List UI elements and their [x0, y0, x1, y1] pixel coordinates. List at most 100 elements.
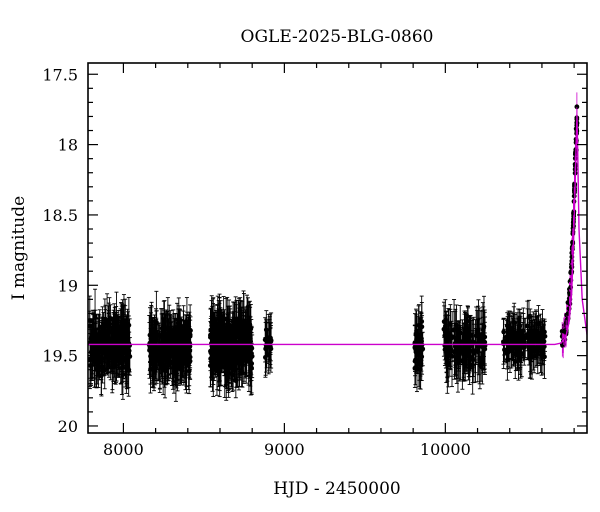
data-point [540, 351, 546, 356]
data-point [148, 366, 153, 372]
data-point [542, 333, 548, 339]
data-point [241, 345, 247, 350]
data-point [522, 344, 527, 350]
data-point [102, 350, 107, 356]
data-point [464, 344, 469, 350]
data-point [125, 335, 131, 341]
data-point [88, 363, 93, 368]
data-point [246, 346, 252, 352]
data-point [216, 337, 222, 343]
data-point [530, 342, 536, 348]
data-point [214, 357, 220, 363]
data-point [412, 365, 418, 371]
data-point [180, 338, 186, 344]
y-tick-label: 18.5 [42, 206, 78, 225]
data-point [478, 364, 484, 370]
data-point [262, 354, 268, 360]
data-point [226, 365, 232, 371]
data-point [239, 331, 245, 337]
data-point [156, 349, 162, 354]
data-point [515, 348, 520, 354]
data-point [165, 359, 171, 365]
y-tick-label: 19.5 [42, 347, 78, 366]
data-point [453, 355, 459, 361]
plot-area [88, 92, 587, 402]
data-point [124, 353, 130, 358]
data-point [154, 356, 160, 362]
data-point [168, 338, 174, 344]
axis-ticks: 8000 9000 10000 17.5 18 18.5 19 19.5 20 [42, 63, 587, 459]
data-point [104, 318, 110, 324]
data-point [541, 338, 547, 344]
data-point [92, 342, 98, 348]
data-point [90, 336, 96, 342]
data-point [117, 344, 123, 350]
y-tick-label: 17.5 [42, 65, 78, 84]
data-point [446, 344, 452, 350]
data-point [120, 372, 126, 378]
data-point [234, 353, 240, 358]
x-tick-label: 10000 [420, 440, 471, 459]
data-point [173, 347, 179, 353]
model-curve [88, 116, 587, 346]
data-point [217, 364, 223, 370]
data-point [153, 349, 159, 355]
data-point [527, 350, 533, 356]
chart-title: OGLE-2025-BLG-0860 [241, 27, 434, 47]
data-point [246, 335, 252, 341]
data-point [477, 335, 483, 341]
y-tick-label: 20 [58, 417, 78, 436]
data-point [180, 354, 186, 360]
data-point [560, 341, 566, 347]
data-point [210, 361, 215, 367]
data-point [479, 344, 485, 350]
data-point [169, 344, 175, 350]
data-point [157, 361, 163, 367]
data-point [501, 339, 507, 345]
data-point [211, 356, 216, 361]
data-point [441, 319, 447, 325]
data-point [511, 338, 517, 344]
y-tick-label: 18 [58, 136, 78, 155]
data-point [467, 365, 473, 371]
data-point [165, 326, 171, 332]
data-point [448, 335, 453, 341]
data-point [533, 329, 539, 334]
data-point [574, 104, 580, 110]
data-point [457, 330, 463, 336]
data-point [509, 334, 515, 340]
data-point [113, 330, 119, 335]
x-tick-label: 9000 [264, 440, 305, 459]
data-point [221, 323, 227, 329]
data-point [248, 354, 254, 360]
data-point [244, 323, 250, 328]
data-point [209, 333, 214, 339]
data-point [220, 339, 226, 345]
data-point [266, 335, 272, 341]
data-point [473, 348, 478, 354]
data-point [416, 323, 422, 328]
data-point [243, 331, 249, 337]
data-point [533, 353, 539, 359]
data-point [516, 338, 522, 344]
data-point [571, 210, 576, 216]
data-point [417, 359, 423, 365]
data-point [150, 362, 156, 367]
data-point [119, 351, 125, 356]
data-point [88, 357, 94, 362]
data-point [444, 336, 449, 342]
y-axis-label: I magnitude [9, 196, 29, 300]
data-point [186, 360, 192, 366]
data-point [88, 318, 93, 323]
data-point [249, 361, 255, 366]
data-point [92, 313, 98, 319]
data-point [226, 338, 231, 344]
data-point [451, 327, 457, 333]
data-point [461, 351, 467, 357]
y-tick-label: 19 [58, 276, 78, 295]
data-point [183, 347, 188, 353]
plot-frame [87, 62, 588, 434]
data-point [445, 361, 450, 367]
data-point [520, 334, 526, 340]
